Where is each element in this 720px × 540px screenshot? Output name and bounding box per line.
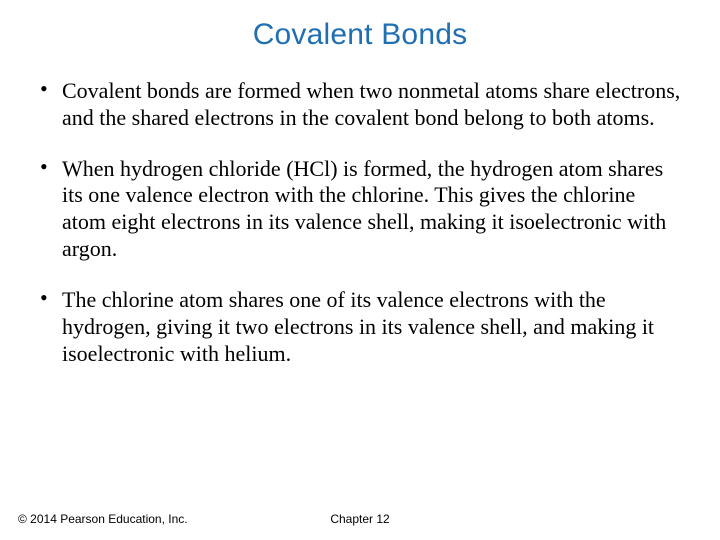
bullet-text: When hydrogen chloride (HCl) is formed, … bbox=[62, 156, 666, 261]
bullet-text: The chlorine atom shares one of its vale… bbox=[62, 287, 654, 366]
list-item: When hydrogen chloride (HCl) is formed, … bbox=[36, 156, 684, 263]
chapter-label: Chapter 12 bbox=[18, 512, 702, 526]
slide-body: Covalent bonds are formed when two nonme… bbox=[36, 78, 684, 367]
list-item: Covalent bonds are formed when two nonme… bbox=[36, 78, 684, 132]
bullet-text: Covalent bonds are formed when two nonme… bbox=[62, 78, 680, 130]
list-item: The chlorine atom shares one of its vale… bbox=[36, 287, 684, 367]
slide: Covalent Bonds Covalent bonds are formed… bbox=[0, 0, 720, 540]
slide-title: Covalent Bonds bbox=[36, 18, 684, 52]
bullet-list: Covalent bonds are formed when two nonme… bbox=[36, 78, 684, 367]
